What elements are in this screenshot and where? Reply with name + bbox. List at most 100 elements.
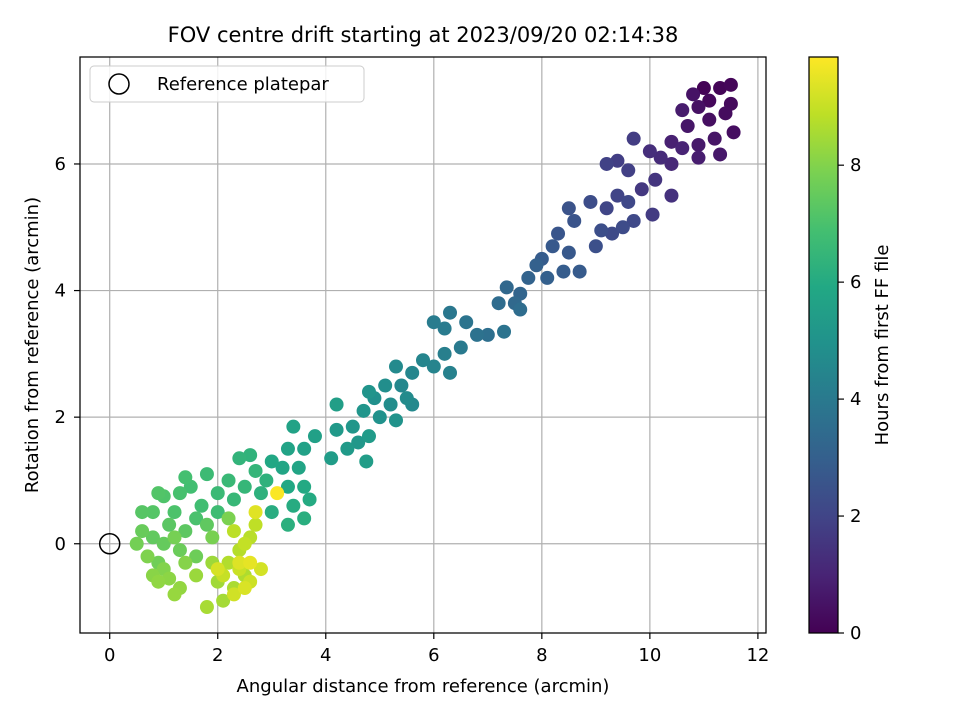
data-point — [248, 505, 263, 520]
data-point — [167, 505, 182, 520]
data-point — [221, 511, 236, 526]
data-point — [437, 346, 452, 361]
data-point — [253, 486, 268, 501]
colorbar-ticks: 0 2 4 6 8 — [838, 155, 861, 644]
data-point — [226, 587, 241, 602]
data-point — [345, 419, 360, 434]
data-point — [372, 410, 387, 425]
data-point — [378, 378, 393, 393]
data-point — [691, 137, 706, 152]
legend-entry-label: Reference platepar — [157, 74, 329, 95]
data-point — [675, 141, 690, 156]
data-point — [194, 498, 209, 513]
colorbar-tick-label: 4 — [850, 389, 861, 410]
data-point — [383, 397, 398, 412]
data-point — [491, 296, 506, 311]
x-tick-label: 2 — [212, 645, 223, 666]
data-point — [416, 353, 430, 368]
data-point — [551, 226, 566, 241]
data-point — [702, 112, 717, 127]
data-point — [686, 87, 701, 102]
data-point — [642, 144, 657, 159]
data-point — [286, 498, 301, 513]
data-point — [199, 467, 214, 482]
colorbar-label: Hours from first FF file — [872, 245, 893, 446]
data-point — [151, 574, 166, 589]
data-point — [162, 571, 177, 586]
data-point — [221, 473, 236, 488]
data-point — [599, 201, 614, 216]
x-tick-label: 0 — [104, 645, 115, 666]
data-point — [556, 264, 571, 279]
data-point — [280, 517, 295, 532]
data-point — [199, 517, 214, 532]
data-point — [361, 429, 376, 444]
data-point — [399, 391, 414, 406]
y-tick-label: 4 — [55, 281, 66, 302]
data-point — [499, 280, 514, 295]
data-point — [388, 359, 403, 374]
y-axis-ticks: 0 2 4 6 — [55, 154, 80, 555]
data-point — [172, 543, 187, 558]
data-point — [324, 451, 339, 466]
data-point — [529, 258, 544, 273]
data-point — [626, 131, 641, 146]
data-point — [707, 131, 722, 146]
data-point — [286, 419, 301, 434]
data-point — [634, 182, 649, 197]
data-point — [307, 429, 322, 444]
data-point — [145, 505, 160, 520]
data-point — [248, 463, 263, 478]
colorbar-tick-label: 2 — [850, 506, 861, 527]
data-point — [232, 451, 247, 466]
data-point — [264, 505, 279, 520]
data-point — [172, 486, 187, 501]
data-point — [167, 530, 182, 545]
data-point — [151, 486, 166, 501]
data-point — [237, 581, 252, 596]
data-point — [610, 153, 625, 168]
data-point — [189, 511, 204, 526]
chart-title: FOV centre drift starting at 2023/09/20 … — [168, 23, 679, 47]
data-point — [135, 524, 150, 539]
data-point — [140, 549, 155, 564]
data-point — [594, 223, 609, 238]
data-point — [648, 172, 663, 187]
data-point — [723, 77, 738, 92]
data-points — [129, 77, 741, 615]
data-point — [291, 460, 306, 475]
colorbar-tick-label: 8 — [850, 155, 861, 176]
data-point — [356, 403, 371, 418]
data-point — [426, 359, 441, 374]
data-point — [210, 505, 225, 520]
data-point — [210, 562, 225, 577]
data-point — [680, 118, 695, 133]
data-point — [178, 470, 193, 485]
data-point — [443, 305, 458, 320]
data-point — [513, 302, 528, 317]
data-point — [302, 492, 317, 507]
data-point — [459, 315, 474, 330]
data-point — [718, 106, 733, 121]
data-point — [713, 81, 728, 96]
legend-box — [89, 65, 365, 103]
data-point — [135, 505, 150, 520]
data-point — [253, 562, 268, 577]
data-point — [675, 103, 690, 118]
data-point — [199, 600, 214, 615]
data-point — [621, 194, 636, 209]
y-tick-label: 0 — [55, 534, 66, 555]
data-point — [189, 549, 204, 564]
colorbar-tick-label: 0 — [850, 623, 861, 644]
data-point — [664, 188, 679, 203]
data-point — [162, 517, 177, 532]
data-point — [540, 270, 555, 285]
data-point — [696, 81, 711, 96]
data-point — [610, 188, 625, 203]
data-point — [329, 422, 344, 437]
data-point — [216, 593, 231, 608]
data-point — [264, 454, 279, 469]
x-tick-label: 8 — [536, 645, 547, 666]
data-point — [437, 321, 452, 336]
data-point — [297, 511, 312, 526]
